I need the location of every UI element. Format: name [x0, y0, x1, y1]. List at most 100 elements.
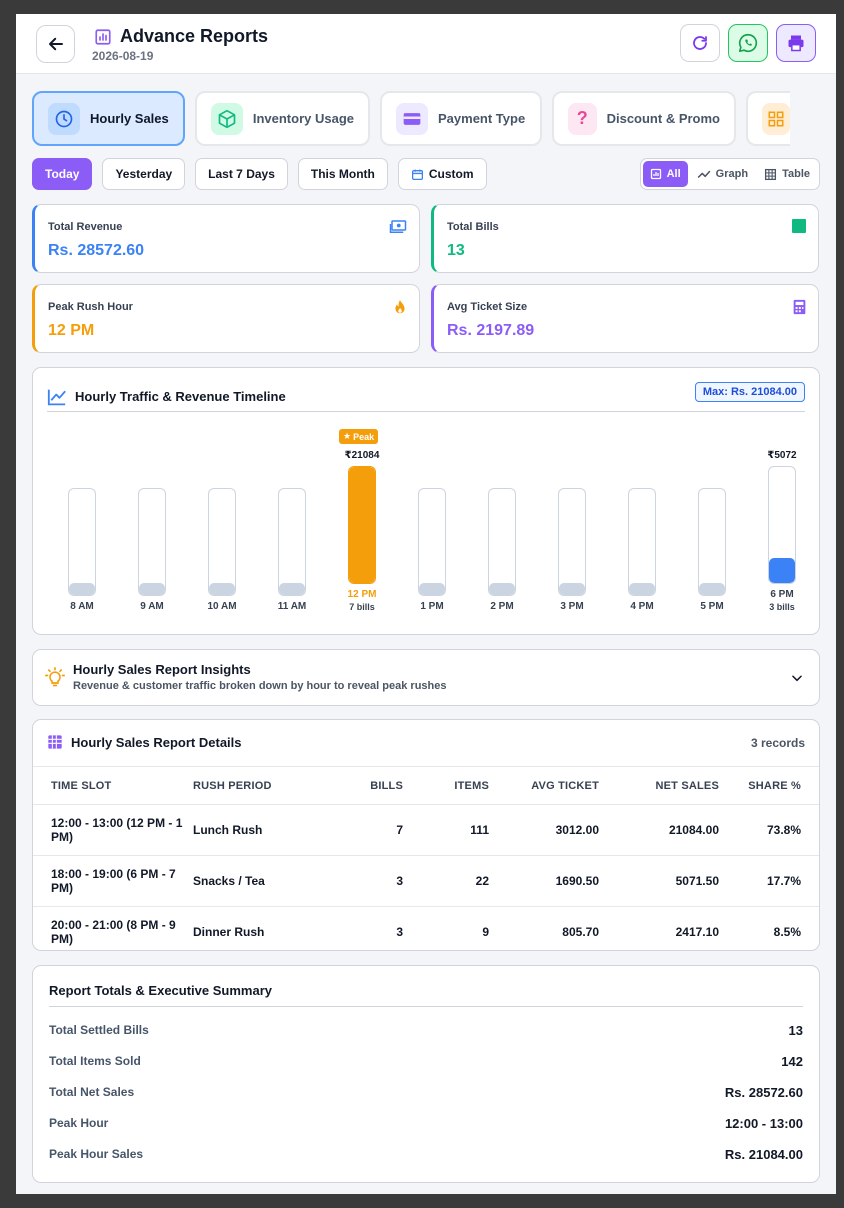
bar-track	[488, 488, 516, 596]
tab-inventory-usage[interactable]: Inventory Usage	[195, 91, 370, 146]
bar-column[interactable]: 5 PM	[677, 418, 747, 618]
bar-chart-icon	[650, 168, 661, 180]
summary-label: Total Items Sold	[49, 1054, 141, 1068]
table-row: 18:00 - 19:00 (6 PM - 7 PM) Snacks / Tea…	[33, 855, 819, 907]
stat-value: 12 PM	[48, 322, 95, 339]
details-title: Hourly Sales Report Details	[71, 734, 242, 750]
bar-chart-icon	[95, 28, 111, 45]
stat-label: Avg Ticket Size	[447, 301, 528, 313]
stat-total-revenue: Total Revenue Rs. 28572.60	[32, 204, 420, 273]
printer-icon	[788, 35, 804, 52]
app-frame: Advance Reports 2026-08-19 Hourly Sales …	[16, 14, 836, 1194]
bar-column[interactable]: 12 PM 7 bills ₹21084 ★ Peak	[327, 418, 397, 618]
stat-label: Total Revenue	[48, 221, 123, 233]
bar-column[interactable]: 3 PM	[537, 418, 607, 618]
col-items[interactable]: ITEMS	[403, 766, 489, 805]
print-button[interactable]	[776, 24, 816, 62]
view-table-button[interactable]: Table	[757, 161, 817, 187]
col-rush-period[interactable]: RUSH PERIOD	[193, 766, 323, 805]
refresh-button[interactable]	[680, 24, 720, 62]
fire-icon	[395, 300, 405, 314]
bar	[279, 583, 305, 595]
stat-value: Rs. 2197.89	[447, 322, 535, 339]
receipt-icon	[792, 219, 806, 233]
col-share[interactable]: SHARE %	[719, 766, 819, 805]
cell-items: 9	[482, 925, 489, 940]
summary-title: Report Totals & Executive Summary	[49, 983, 803, 1007]
chevron-down-icon[interactable]	[790, 671, 804, 685]
insights-panel[interactable]: Hourly Sales Report Insights Revenue & c…	[32, 649, 820, 706]
cell-items: 111	[403, 804, 489, 856]
filter-custom[interactable]: Custom	[397, 158, 487, 190]
tab-discount-promo[interactable]: ? Discount & Promo	[552, 91, 736, 146]
view-toggle: All Graph Table	[639, 158, 820, 190]
bar-column[interactable]: 4 PM	[607, 418, 677, 618]
bar-column[interactable]: 11 AM	[257, 418, 327, 618]
arrow-left-icon	[48, 37, 63, 51]
view-all-button[interactable]: All	[642, 161, 688, 187]
stat-value: Rs. 28572.60	[48, 242, 145, 259]
bar-x-label: 3 PM	[560, 601, 584, 612]
cell-rush-period: Dinner Rush	[193, 925, 265, 940]
insights-subtitle: Revenue & customer traffic broken down b…	[73, 680, 447, 692]
bar	[349, 467, 375, 583]
table-header-row: TIME SLOT RUSH PERIOD BILLS ITEMS AVG TI…	[33, 766, 819, 805]
back-button[interactable]	[36, 25, 75, 63]
summary-label: Peak Hour Sales	[49, 1147, 144, 1161]
bar-column[interactable]: 2 PM	[467, 418, 537, 618]
bar	[69, 583, 95, 595]
bar-column[interactable]: 6 PM 3 bills ₹5072	[747, 418, 817, 618]
bar-track	[278, 488, 306, 596]
filter-last-7-days[interactable]: Last 7 Days	[195, 158, 288, 190]
tab-payment-type[interactable]: Payment Type	[380, 91, 542, 146]
view-graph-button[interactable]: Graph	[690, 161, 755, 187]
whatsapp-button[interactable]	[728, 24, 768, 62]
filter-this-month[interactable]: This Month	[297, 158, 388, 190]
clock-icon	[48, 102, 80, 135]
bar-x-label: 9 AM	[140, 601, 164, 612]
col-bills[interactable]: BILLS	[323, 766, 403, 805]
tab-hourly-sales[interactable]: Hourly Sales	[32, 91, 185, 146]
bar-track	[348, 466, 376, 584]
cell-share: 17.7%	[719, 855, 819, 907]
bar-track	[68, 488, 96, 596]
view-all-label: All	[666, 168, 681, 180]
hourly-chart-card: Hourly Traffic & Revenue Timeline Max: R…	[32, 367, 820, 635]
calendar-icon	[411, 169, 423, 180]
bar-column[interactable]: 10 AM	[187, 418, 257, 618]
calculator-icon	[793, 299, 806, 315]
cell-rush-period: Snacks / Tea	[193, 855, 323, 907]
cell-share: 73.8%	[719, 804, 819, 856]
bar-column[interactable]: 8 AM	[47, 418, 117, 618]
bar-track	[418, 488, 446, 596]
bar-column[interactable]: 1 PM	[397, 418, 467, 618]
report-date: 2026-08-19	[92, 49, 154, 63]
star-icon: ★	[343, 431, 352, 441]
col-net-sales[interactable]: NET SALES	[599, 766, 719, 805]
line-chart-icon	[47, 389, 66, 405]
summary-row: Peak Hour 12:00 - 13:00	[49, 1113, 803, 1133]
bar-x-label: 6 PM	[770, 589, 794, 600]
tab-more[interactable]	[746, 91, 790, 146]
bar-x-label: 8 AM	[70, 601, 94, 612]
tab-label: Discount & Promo	[606, 111, 720, 126]
filter-today[interactable]: Today	[32, 158, 93, 190]
cell-share: 8.5%	[773, 925, 801, 940]
col-time-slot[interactable]: TIME SLOT	[33, 766, 193, 805]
bar	[209, 583, 235, 595]
cell-time-slot: 20:00 - 21:00 (8 PM - 9 PM)	[51, 918, 176, 947]
bar-x-label: 2 PM	[490, 601, 514, 612]
col-avg-ticket[interactable]: AVG TICKET	[489, 766, 599, 805]
summary-value: Rs. 21084.00	[724, 1146, 803, 1162]
stat-label: Peak Rush Hour	[48, 301, 133, 313]
bar	[769, 558, 795, 583]
stat-total-bills: Total Bills 13	[431, 204, 819, 273]
bar-bill-count: 7 bills	[349, 602, 375, 612]
cell-rush-period: Lunch Rush	[193, 804, 323, 856]
filter-yesterday[interactable]: Yesterday	[102, 158, 186, 190]
hourly-details-table: TIME SLOT RUSH PERIOD BILLS ITEMS AVG TI…	[33, 766, 819, 950]
bar-track	[698, 488, 726, 596]
cell-time-slot: 12:00 - 13:00 (12 PM - 1 PM)	[33, 804, 193, 856]
bar-column[interactable]: 9 AM	[117, 418, 187, 618]
cell-net-sales: 2417.10	[675, 925, 719, 940]
